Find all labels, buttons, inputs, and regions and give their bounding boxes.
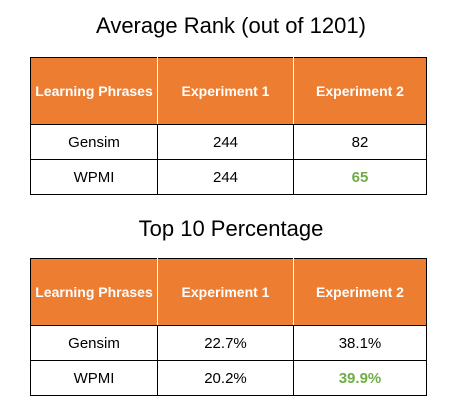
cell-wpmi-experiment-1: 244	[157, 159, 294, 195]
table-row: Gensim 244 82	[30, 124, 427, 160]
table-row: WPMI 20.2% 39.9%	[30, 360, 427, 396]
row-label-wpmi: WPMI	[30, 360, 158, 396]
table-row: Gensim 22.7% 38.1%	[30, 325, 427, 361]
cell-gensim-experiment-1: 22.7%	[157, 325, 294, 361]
row-label-gensim: Gensim	[30, 325, 158, 361]
table-row: WPMI 244 65	[30, 159, 427, 195]
table-header-row: Learning Phrases Experiment 1 Experiment…	[30, 258, 427, 326]
cell-wpmi-experiment-2-highlighted: 39.9%	[293, 360, 427, 396]
average-rank-table: Learning Phrases Experiment 1 Experiment…	[30, 57, 427, 195]
top-10-percentage-table: Learning Phrases Experiment 1 Experiment…	[30, 258, 427, 396]
cell-gensim-experiment-2: 82	[293, 124, 427, 160]
row-label-wpmi: WPMI	[30, 159, 158, 195]
column-header-learning-phrases: Learning Phrases	[30, 57, 158, 125]
column-header-experiment-2: Experiment 2	[293, 57, 427, 125]
cell-gensim-experiment-2: 38.1%	[293, 325, 427, 361]
cell-wpmi-experiment-2-highlighted: 65	[293, 159, 427, 195]
column-header-experiment-1: Experiment 1	[157, 57, 294, 125]
column-header-experiment-2: Experiment 2	[293, 258, 427, 326]
average-rank-title: Average Rank (out of 1201)	[96, 13, 366, 38]
cell-gensim-experiment-1: 244	[157, 124, 294, 160]
row-label-gensim: Gensim	[30, 124, 158, 160]
top-10-percentage-title: Top 10 Percentage	[138, 216, 324, 241]
column-header-learning-phrases: Learning Phrases	[30, 258, 158, 326]
table-header-row: Learning Phrases Experiment 1 Experiment…	[30, 57, 427, 125]
column-header-experiment-1: Experiment 1	[157, 258, 294, 326]
cell-wpmi-experiment-1: 20.2%	[157, 360, 294, 396]
